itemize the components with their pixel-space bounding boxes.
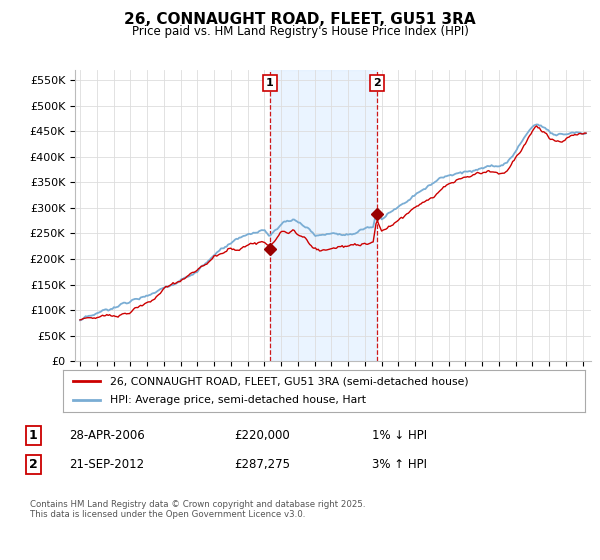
Text: 28-APR-2006: 28-APR-2006 <box>69 429 145 442</box>
Text: 2: 2 <box>29 458 37 472</box>
Text: 26, CONNAUGHT ROAD, FLEET, GU51 3RA: 26, CONNAUGHT ROAD, FLEET, GU51 3RA <box>124 12 476 27</box>
Text: Contains HM Land Registry data © Crown copyright and database right 2025.
This d: Contains HM Land Registry data © Crown c… <box>30 500 365 519</box>
Text: £287,275: £287,275 <box>234 458 290 472</box>
Text: HPI: Average price, semi-detached house, Hart: HPI: Average price, semi-detached house,… <box>110 395 366 405</box>
Text: 2: 2 <box>373 78 381 88</box>
Text: 1: 1 <box>266 78 274 88</box>
Text: 1: 1 <box>29 429 37 442</box>
Text: 21-SEP-2012: 21-SEP-2012 <box>69 458 144 472</box>
Bar <box>269 70 377 361</box>
Text: Price paid vs. HM Land Registry's House Price Index (HPI): Price paid vs. HM Land Registry's House … <box>131 25 469 38</box>
Text: 26, CONNAUGHT ROAD, FLEET, GU51 3RA (semi-detached house): 26, CONNAUGHT ROAD, FLEET, GU51 3RA (sem… <box>110 376 469 386</box>
Text: 3% ↑ HPI: 3% ↑ HPI <box>372 458 427 472</box>
Text: 1% ↓ HPI: 1% ↓ HPI <box>372 429 427 442</box>
Text: £220,000: £220,000 <box>234 429 290 442</box>
